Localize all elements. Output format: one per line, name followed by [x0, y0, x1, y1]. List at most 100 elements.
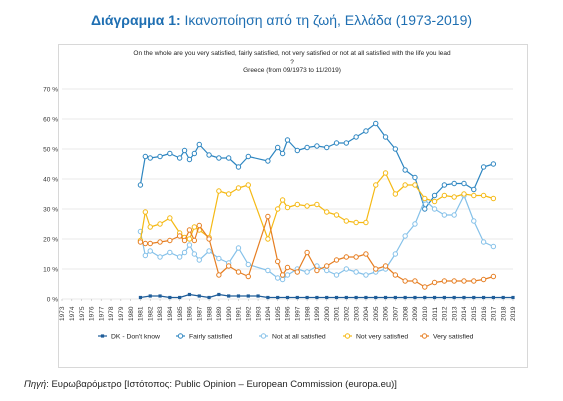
- data-point: [353, 219, 359, 226]
- data-point: [325, 295, 329, 300]
- data-point: [451, 194, 457, 200]
- data-point: [186, 236, 193, 242]
- data-point: [197, 294, 201, 298]
- data-point: [245, 273, 251, 280]
- x-tick-label: 2013: [451, 306, 458, 321]
- x-tick-label: 1988: [206, 306, 213, 321]
- x-tick-label: 1978: [108, 306, 115, 321]
- data-point: [236, 294, 241, 298]
- data-point: [343, 266, 350, 272]
- data-point: [168, 295, 172, 300]
- question-line-3: Greece (from 09/1973 to 11/2019): [243, 67, 341, 74]
- data-point: [191, 251, 198, 257]
- x-tick-label: 1987: [196, 306, 203, 321]
- legend-label: Fairly satisfied: [189, 333, 233, 340]
- data-point: [167, 249, 173, 256]
- data-point: [284, 272, 291, 278]
- data-point: [314, 201, 320, 208]
- data-point: [186, 156, 193, 163]
- data-point: [422, 206, 428, 212]
- data-point: [279, 272, 286, 278]
- x-tick-label: 1980: [128, 306, 135, 321]
- data-point: [276, 295, 280, 300]
- data-point: [364, 295, 368, 300]
- x-tick-label: 2018: [500, 306, 507, 321]
- data-point: [314, 143, 320, 149]
- data-point: [265, 236, 271, 242]
- data-point: [333, 272, 340, 278]
- data-point: [442, 295, 446, 300]
- legend-swatch-marker: [421, 333, 428, 339]
- data-point: [392, 272, 399, 278]
- y-tick-label: 10 %: [43, 266, 58, 273]
- data-point: [511, 295, 515, 300]
- data-point: [382, 263, 389, 269]
- data-point: [266, 295, 270, 300]
- data-point: [217, 292, 221, 297]
- x-tick-label: 2007: [393, 306, 400, 321]
- x-tick-label: 2010: [422, 306, 429, 321]
- data-point: [157, 221, 163, 227]
- data-point: [431, 198, 438, 205]
- data-point: [157, 254, 163, 260]
- data-point: [207, 295, 211, 300]
- chart-title-text: Ικανοποίηση από τη ζωή, Ελλάδα (1973-201…: [180, 12, 473, 28]
- data-point: [402, 182, 408, 188]
- legend-swatch-marker: [260, 333, 267, 339]
- x-tick-label: 2006: [383, 306, 390, 321]
- data-point: [324, 209, 330, 215]
- data-point: [294, 269, 301, 275]
- data-point: [294, 147, 301, 154]
- x-tick-label: 2001: [334, 306, 341, 321]
- data-point: [206, 236, 212, 242]
- legend-swatch-marker: [177, 333, 184, 339]
- data-point: [412, 182, 418, 188]
- data-point: [157, 153, 163, 160]
- data-point: [304, 203, 310, 209]
- data-point: [431, 192, 438, 199]
- data-point: [480, 239, 487, 245]
- data-point: [142, 209, 149, 215]
- data-point: [147, 224, 153, 230]
- data-point: [392, 191, 399, 197]
- data-point: [304, 269, 310, 275]
- y-tick-label: 20 %: [43, 236, 58, 243]
- x-tick-label: 1976: [89, 306, 96, 321]
- data-point: [191, 224, 198, 230]
- data-point: [501, 295, 505, 300]
- data-point: [353, 134, 359, 140]
- data-point: [412, 174, 418, 181]
- data-point: [245, 182, 251, 188]
- data-point: [137, 182, 144, 188]
- x-tick-label: 1982: [147, 306, 154, 321]
- x-tick-label: 1985: [177, 306, 184, 321]
- data-point: [402, 278, 408, 284]
- data-point: [235, 185, 242, 191]
- data-point: [245, 153, 251, 160]
- data-point: [383, 295, 388, 300]
- data-point: [167, 150, 173, 157]
- x-tick-label: 1993: [255, 306, 262, 321]
- x-tick-label: 2014: [461, 306, 468, 321]
- data-point: [441, 182, 448, 188]
- series-line: [140, 215, 494, 288]
- data-point: [304, 144, 310, 151]
- data-point: [191, 150, 198, 157]
- x-tick-label: 1997: [295, 306, 302, 321]
- source-note: Πηγή: Ευρωβαρόμετρο [Ιστότοπος: Public O…: [24, 379, 397, 390]
- data-point: [393, 295, 397, 300]
- x-tick-label: 1994: [265, 306, 272, 321]
- data-point: [452, 295, 456, 300]
- x-tick-label: 2005: [373, 306, 380, 321]
- data-point: [363, 251, 369, 257]
- data-point: [206, 152, 212, 158]
- data-point: [167, 237, 173, 244]
- data-point: [181, 249, 188, 256]
- data-point: [225, 263, 232, 269]
- data-point: [187, 292, 192, 297]
- data-point: [343, 254, 350, 260]
- data-point: [471, 186, 477, 193]
- data-point: [461, 180, 467, 187]
- x-tick-label: 2008: [402, 306, 409, 321]
- x-tick-label: 2017: [491, 306, 498, 321]
